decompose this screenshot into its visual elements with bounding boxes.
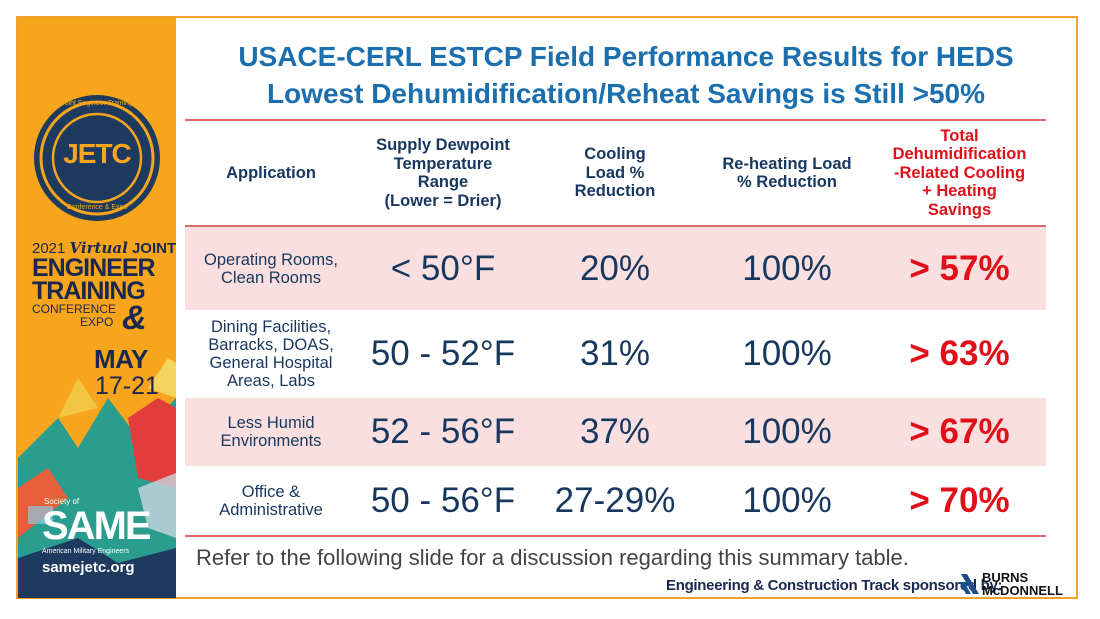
event-engineer: ENGINEER xyxy=(32,254,156,282)
slide-content: USACE-CERL ESTCP Field Performance Resul… xyxy=(176,18,1076,598)
company-line-2: McDONNELL xyxy=(982,583,1063,598)
cell-dewpoint: 50 - 52°F xyxy=(370,334,516,373)
event-month: MAY xyxy=(94,344,148,374)
same-subtitle: American Military Engineers xyxy=(42,548,130,555)
cell-cooling: 31% xyxy=(579,334,651,373)
seal-logo: JETC xyxy=(63,138,132,169)
event-virtual: Virtual xyxy=(69,239,128,257)
cell-application: Dining Facilities, Barracks, DOAS, Gener… xyxy=(208,318,334,390)
seal-bottom-text: Conference & Expo xyxy=(66,204,128,211)
cell-reheat: 100% xyxy=(742,480,832,520)
header-reheat: Re-heating Load % Reduction xyxy=(722,154,852,192)
slide-frame xyxy=(16,16,1078,599)
burns-mcdonnell-mark-icon xyxy=(959,574,979,594)
title-line-1: USACE-CERL ESTCP Field Performance Resul… xyxy=(238,41,1014,72)
cell-savings: > 57% xyxy=(909,248,1010,288)
event-year: 2021 xyxy=(32,240,66,257)
header-cooling: Cooling Load % Reduction xyxy=(574,145,656,201)
table-row: Less Humid Environments 52 - 56°F 37% 10… xyxy=(185,398,1046,466)
header-total-savings: Total Dehumidification -Related Cooling … xyxy=(892,126,1027,219)
table-row: Operating Rooms, Clean Rooms < 50°F 20% … xyxy=(185,226,1046,310)
event-conference: CONFERENCE xyxy=(32,302,117,316)
seal-top-text: Joint Engineer Training xyxy=(61,100,133,107)
company-line-1: BURNS xyxy=(982,570,1029,585)
website-link[interactable]: samejetc.org xyxy=(42,559,135,576)
cell-cooling: 37% xyxy=(579,412,651,451)
event-name: 2021 Virtual JOINT ENGINEER TRAINING CON… xyxy=(32,239,176,337)
cell-application: Office & Administrative xyxy=(219,482,323,519)
society-of-label: Society of xyxy=(44,497,80,506)
table-row: Office & Administrative 50 - 56°F 27-29%… xyxy=(185,466,1046,536)
event-training: TRAINING xyxy=(32,277,146,305)
event-expo: EXPO xyxy=(80,315,114,329)
cell-cooling: 27-29% xyxy=(554,480,676,520)
same-logo: SAME xyxy=(42,504,152,548)
event-joint: JOINT xyxy=(131,240,176,257)
burns-mcdonnell-logo: BURNS McDONNELL xyxy=(959,570,1074,598)
table-row: Dining Facilities, Barracks, DOAS, Gener… xyxy=(185,310,1046,398)
cell-dewpoint: 50 - 56°F xyxy=(370,480,516,520)
cell-cooling: 20% xyxy=(579,248,651,288)
header-dewpoint: Supply Dewpoint Temperature Range (Lower… xyxy=(376,136,510,210)
cell-reheat: 100% xyxy=(742,248,832,288)
cell-savings: > 63% xyxy=(909,334,1010,373)
results-table: Application Supply Dewpoint Temperature … xyxy=(185,119,1046,537)
cell-savings: > 67% xyxy=(909,412,1010,451)
cell-application: Less Humid Environments xyxy=(220,414,322,450)
cell-savings: > 70% xyxy=(909,480,1010,520)
event-sidebar: JETC Joint Engineer Training Conference … xyxy=(18,18,176,598)
sidebar-artwork xyxy=(18,95,176,598)
cell-reheat: 100% xyxy=(742,334,832,373)
footnote-text: Refer to the following slide for a discu… xyxy=(196,545,909,570)
cell-dewpoint: < 50°F xyxy=(390,248,496,288)
header-application: Application xyxy=(226,163,316,182)
event-ampersand: & xyxy=(122,299,147,337)
sponsor-label: Engineering & Construction Track sponsor… xyxy=(666,577,1003,594)
title-line-2: Lowest Dehumidification/Reheat Savings i… xyxy=(266,78,986,109)
cell-dewpoint: 52 - 56°F xyxy=(370,412,516,451)
slide-title: USACE-CERL ESTCP Field Performance Resul… xyxy=(176,38,1076,112)
table-header-row: Application Supply Dewpoint Temperature … xyxy=(185,120,1046,226)
cell-application: Operating Rooms, Clean Rooms xyxy=(204,250,338,287)
cell-reheat: 100% xyxy=(742,412,832,451)
event-dates: 17-21 xyxy=(95,372,159,400)
